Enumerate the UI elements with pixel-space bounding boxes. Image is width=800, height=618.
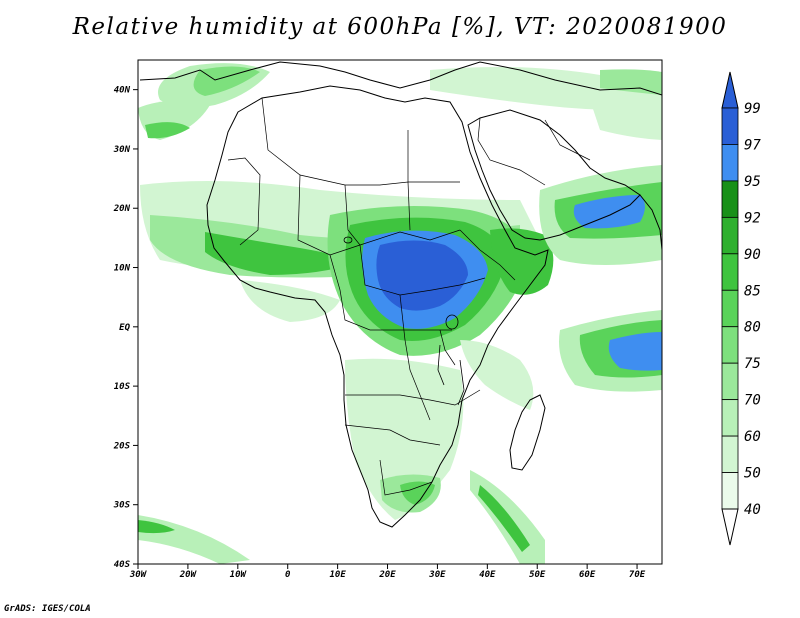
colorbar-segment <box>721 362 739 401</box>
map-frame <box>137 59 663 565</box>
lon-tick-label: 30W <box>129 570 148 580</box>
madagascar-coastline <box>509 394 546 471</box>
lat-tick-label: 40S <box>114 560 131 570</box>
lat-tick-label: 30S <box>113 501 131 511</box>
lat-tick-label: 30N <box>113 145 131 155</box>
lon-tick-label: 10W <box>230 570 248 580</box>
colorbar-segment <box>721 435 739 473</box>
lon-tick-label: 70E <box>629 570 646 580</box>
colorbar-level-label: 40 <box>744 502 761 518</box>
colorbar-segment <box>721 326 739 364</box>
africa-coastline <box>206 85 549 528</box>
lon-tick-label: 50E <box>529 570 546 580</box>
lat-tick-label: 10N <box>114 264 131 274</box>
colorbar-top-arrow <box>721 71 739 109</box>
lon-tick-label: 20E <box>378 570 396 580</box>
colorbar-level-label: 92 <box>744 210 761 226</box>
lon-tick-label: 30E <box>428 570 446 580</box>
colorbar-level-label: 75 <box>744 356 761 372</box>
longitude-axis: 30W 20W 10W 0 10E 20E 30E 40E 50E 60E 70E <box>129 564 646 580</box>
arabia-coastline <box>467 109 641 241</box>
colorbar-segment <box>721 399 739 437</box>
lon-tick-label: 40E <box>479 570 496 580</box>
colorbar-level-label: 70 <box>744 393 761 409</box>
humidity-contour-fill <box>376 240 468 311</box>
latitude-axis: 40N 30N 20N 10N EQ 10S 20S 30S 40S <box>113 86 138 570</box>
grads-credit: GrADS: IGES/COLA <box>4 604 91 614</box>
colorbar-segment <box>721 144 739 182</box>
humidity-contour-fill <box>460 340 534 410</box>
colorbar-segment <box>721 253 739 291</box>
humidity-contour-fill <box>600 69 662 95</box>
colorbar-level-label: 80 <box>744 320 761 336</box>
colorbar-segment <box>721 180 739 218</box>
humidity-contour-fill <box>400 481 435 505</box>
india-coastline <box>639 194 662 251</box>
colorbar-level-label: 97 <box>744 137 761 153</box>
lon-tick-label: 20W <box>179 570 198 580</box>
colorbar: 99 97 95 92 90 85 80 75 70 60 50 40 <box>721 71 761 546</box>
humidity-field <box>138 63 662 564</box>
map-area <box>138 60 662 564</box>
colorbar-level-label: 95 <box>744 174 761 190</box>
colorbar-level-label: 50 <box>744 466 761 482</box>
lakes <box>343 236 465 406</box>
humidity-contour-fill <box>478 485 530 552</box>
europe-coastline <box>139 61 662 96</box>
colorbar-segment <box>721 472 739 510</box>
lon-tick-label: 0 <box>285 570 291 580</box>
colorbar-level-label: 99 <box>744 101 761 117</box>
lon-tick-label: 10E <box>329 570 346 580</box>
humidity-contour-fill <box>590 100 662 140</box>
humidity-contour-fill <box>490 228 554 295</box>
lat-tick-label: EQ <box>119 323 130 333</box>
humidity-contour-fill <box>145 122 190 139</box>
humidity-contour-fill <box>573 195 645 229</box>
humidity-contour-fill <box>205 232 360 275</box>
humidity-contour-fill <box>608 332 662 371</box>
colorbar-level-label: 85 <box>744 283 761 299</box>
lat-tick-label: 40N <box>114 86 131 96</box>
lat-tick-label: 20S <box>113 441 131 451</box>
colorbar-bottom-arrow <box>721 508 739 546</box>
country-borders <box>227 97 591 496</box>
lat-tick-label: 10S <box>114 382 131 392</box>
colorbar-level-label: 60 <box>744 429 761 445</box>
colorbar-level-label: 90 <box>744 247 761 263</box>
humidity-contour-fill <box>138 520 175 534</box>
colorbar-segment <box>721 216 739 255</box>
humidity-contour-fill <box>193 66 260 96</box>
colorbar-segment <box>721 289 739 328</box>
lon-tick-label: 60E <box>579 570 596 580</box>
lat-tick-label: 20N <box>113 204 131 214</box>
colorbar-segment <box>721 107 739 145</box>
coastlines <box>139 61 662 528</box>
chart-title: Relative humidity at 600hPa [%], VT: 202… <box>72 14 728 40</box>
